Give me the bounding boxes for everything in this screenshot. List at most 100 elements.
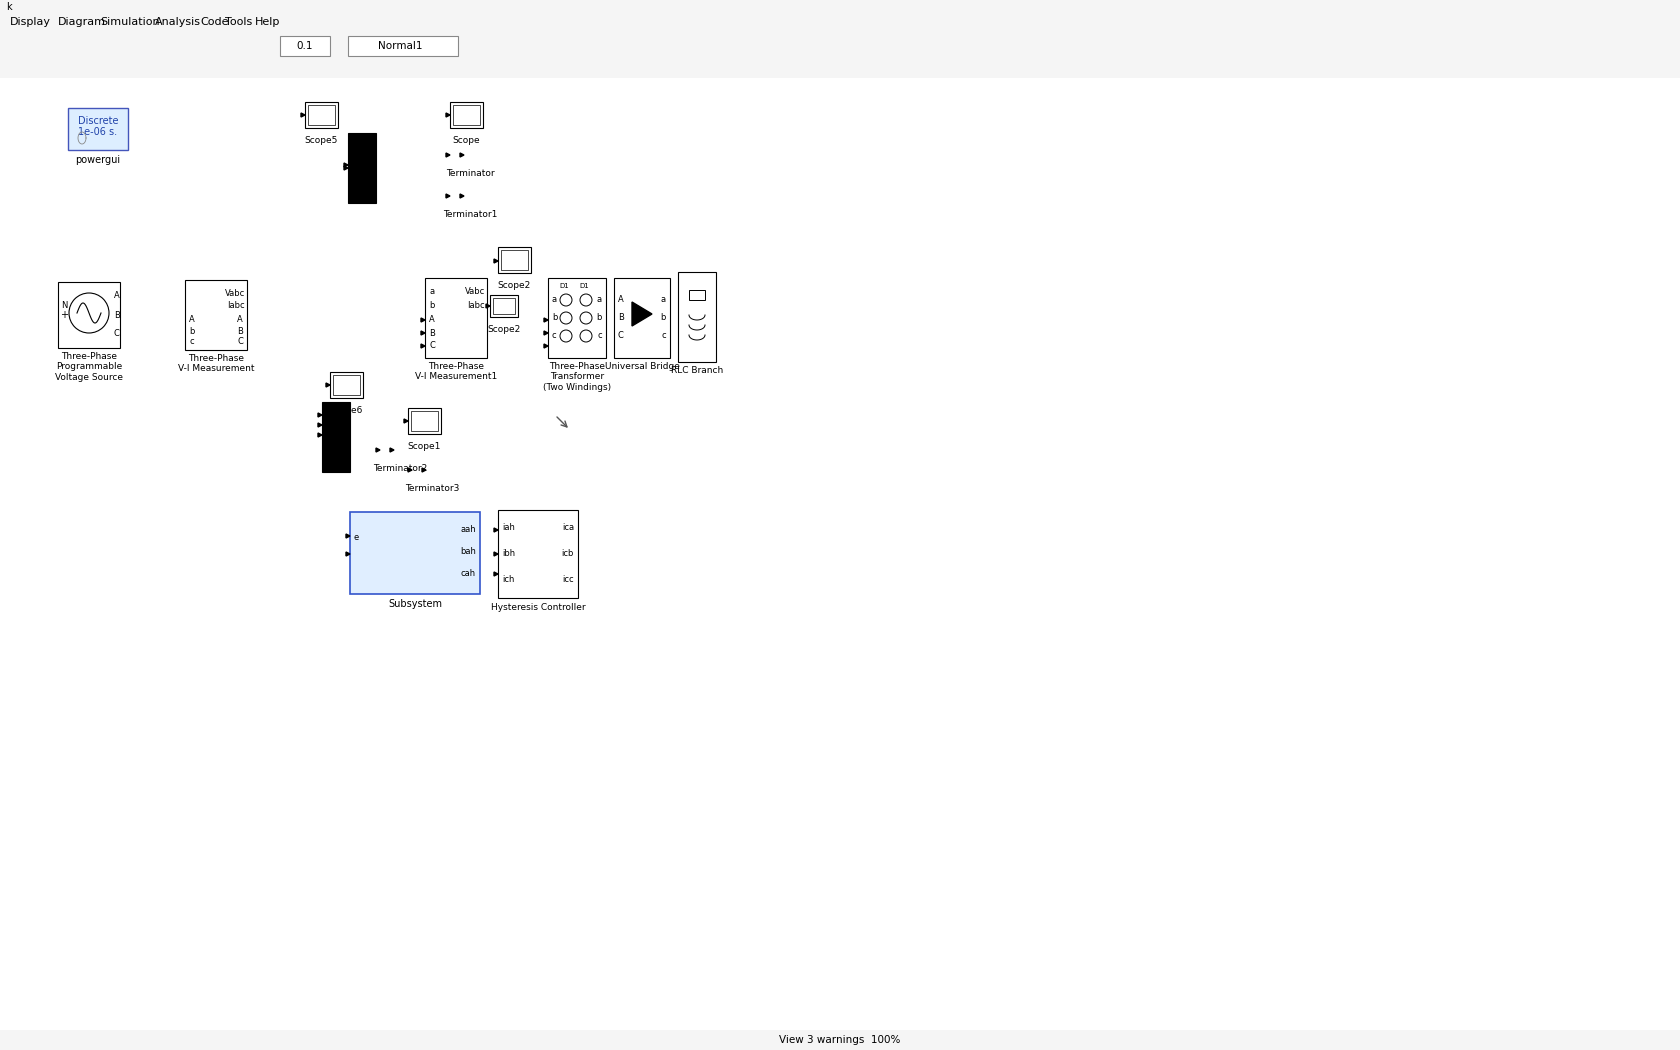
Text: Hysteresis Controller: Hysteresis Controller bbox=[491, 603, 585, 612]
Text: Discrete: Discrete bbox=[77, 116, 118, 126]
Polygon shape bbox=[422, 331, 425, 335]
Bar bbox=[425, 278, 487, 358]
Bar bbox=[679, 272, 716, 362]
Bar bbox=[491, 295, 517, 317]
Text: c: c bbox=[553, 332, 556, 340]
Polygon shape bbox=[422, 344, 425, 348]
Text: Three-Phase
V-I Measurement1: Three-Phase V-I Measurement1 bbox=[415, 362, 497, 381]
Text: ibh: ibh bbox=[502, 549, 516, 559]
Bar bbox=[450, 102, 484, 128]
Text: N: N bbox=[60, 301, 67, 311]
Text: Terminator2: Terminator2 bbox=[373, 464, 427, 473]
Bar bbox=[307, 105, 334, 125]
Text: c: c bbox=[598, 332, 601, 340]
Text: Three-Phase
Programmable
Voltage Source: Three-Phase Programmable Voltage Source bbox=[55, 352, 123, 382]
Text: B: B bbox=[428, 329, 435, 337]
Bar bbox=[333, 375, 360, 395]
Bar bbox=[306, 102, 338, 128]
Bar bbox=[0, 1030, 1680, 1050]
Text: c: c bbox=[190, 337, 193, 346]
Bar bbox=[497, 247, 531, 273]
Polygon shape bbox=[408, 468, 412, 472]
Polygon shape bbox=[318, 423, 323, 427]
Text: Vabc: Vabc bbox=[225, 290, 245, 298]
Polygon shape bbox=[445, 153, 450, 158]
Text: b: b bbox=[596, 314, 601, 322]
Polygon shape bbox=[318, 433, 323, 437]
Bar bbox=[348, 36, 459, 56]
Bar bbox=[408, 408, 440, 434]
Polygon shape bbox=[301, 113, 306, 117]
Polygon shape bbox=[376, 448, 380, 451]
Text: b: b bbox=[190, 328, 195, 336]
Text: Scope2: Scope2 bbox=[497, 281, 531, 290]
Polygon shape bbox=[494, 572, 497, 576]
Polygon shape bbox=[344, 163, 348, 167]
Polygon shape bbox=[346, 534, 349, 538]
Text: Help: Help bbox=[255, 17, 281, 27]
Text: icc: icc bbox=[563, 575, 575, 585]
Polygon shape bbox=[422, 318, 425, 322]
Text: Scope5: Scope5 bbox=[304, 136, 338, 145]
Circle shape bbox=[580, 330, 591, 342]
Text: bah: bah bbox=[460, 547, 475, 557]
Bar bbox=[0, 14, 1680, 32]
Text: b: b bbox=[660, 314, 665, 322]
Circle shape bbox=[559, 294, 571, 306]
Polygon shape bbox=[494, 528, 497, 532]
Text: Tools: Tools bbox=[225, 17, 252, 27]
Text: k: k bbox=[7, 2, 12, 12]
Text: ica: ica bbox=[561, 524, 575, 532]
Polygon shape bbox=[494, 259, 497, 262]
Text: aah: aah bbox=[460, 525, 475, 534]
Polygon shape bbox=[344, 166, 348, 170]
Text: a: a bbox=[428, 288, 433, 296]
Text: A: A bbox=[618, 295, 623, 304]
Text: View 3 warnings  100%: View 3 warnings 100% bbox=[780, 1035, 900, 1045]
Polygon shape bbox=[544, 344, 548, 348]
Polygon shape bbox=[460, 194, 464, 198]
Bar bbox=[548, 278, 606, 358]
Text: Analysis: Analysis bbox=[155, 17, 202, 27]
Polygon shape bbox=[422, 468, 427, 472]
Bar bbox=[613, 278, 670, 358]
Circle shape bbox=[580, 312, 591, 324]
Text: iah: iah bbox=[502, 524, 514, 532]
Bar bbox=[497, 510, 578, 598]
Text: b: b bbox=[428, 301, 435, 311]
Text: Iabc: Iabc bbox=[467, 301, 486, 311]
Text: Three-Phase
V-I Measurement: Three-Phase V-I Measurement bbox=[178, 354, 254, 374]
Bar bbox=[0, 32, 1680, 64]
Polygon shape bbox=[390, 448, 395, 451]
Circle shape bbox=[580, 294, 591, 306]
Text: A: A bbox=[114, 292, 119, 300]
Text: Scope1: Scope1 bbox=[408, 442, 442, 452]
Text: c: c bbox=[662, 332, 665, 340]
Text: D1: D1 bbox=[559, 284, 570, 289]
Text: icb: icb bbox=[561, 549, 575, 559]
Circle shape bbox=[559, 330, 571, 342]
Bar bbox=[348, 133, 376, 203]
Text: a: a bbox=[553, 295, 558, 304]
Text: B: B bbox=[618, 314, 623, 322]
Text: Code: Code bbox=[200, 17, 228, 27]
Text: Vabc: Vabc bbox=[465, 288, 486, 296]
Polygon shape bbox=[486, 304, 491, 308]
Text: Universal Bridge: Universal Bridge bbox=[605, 362, 679, 371]
Text: C: C bbox=[237, 337, 244, 346]
Text: powergui: powergui bbox=[76, 155, 121, 165]
Text: Normal1: Normal1 bbox=[378, 41, 422, 51]
Bar bbox=[329, 372, 363, 398]
Bar bbox=[59, 282, 119, 348]
Polygon shape bbox=[449, 43, 459, 50]
Text: +: + bbox=[60, 310, 67, 320]
Polygon shape bbox=[445, 194, 450, 198]
Bar bbox=[501, 250, 528, 270]
Text: RLC Branch: RLC Branch bbox=[670, 366, 722, 375]
Bar bbox=[67, 108, 128, 150]
Text: Simulation: Simulation bbox=[101, 17, 160, 27]
Text: Terminator3: Terminator3 bbox=[405, 484, 459, 493]
Text: ich: ich bbox=[502, 575, 514, 585]
Text: Scope6: Scope6 bbox=[329, 406, 363, 415]
Text: Terminator1: Terminator1 bbox=[444, 210, 497, 219]
